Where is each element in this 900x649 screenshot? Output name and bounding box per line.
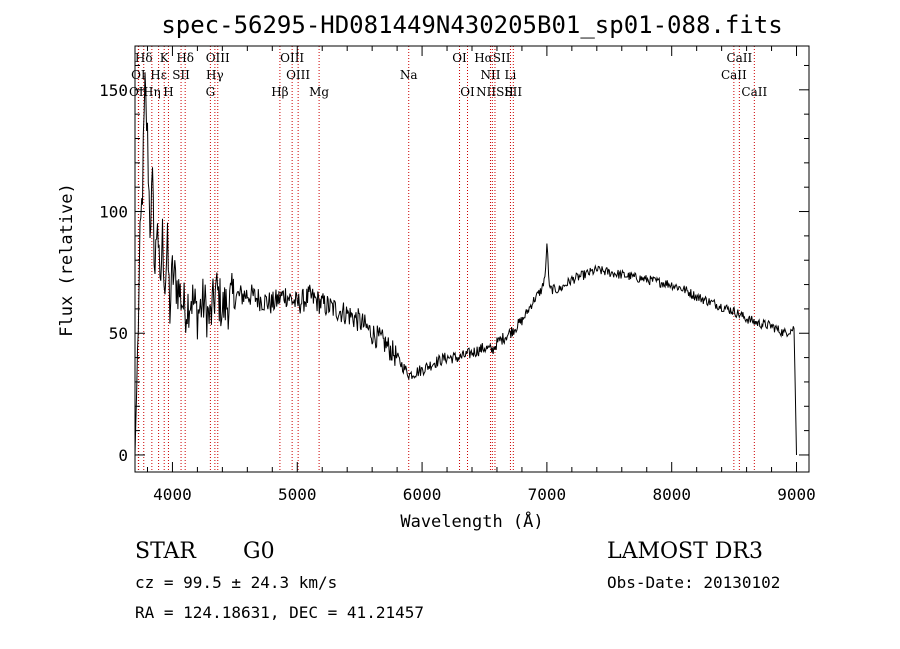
marker-label: Hδ (176, 51, 194, 65)
marker-label: Hβ (271, 85, 288, 99)
marker-label: Hη (143, 85, 161, 99)
y-tick-labels: 0 50 100 150 (99, 81, 128, 465)
y-tick-label: 50 (109, 324, 128, 343)
marker-label: NIISII (476, 85, 514, 99)
marker-label: Mg (309, 85, 329, 99)
axis-ticks (135, 46, 809, 472)
marker-label: G (206, 85, 216, 99)
marker-label: NII (480, 68, 500, 82)
marker-label: K (160, 51, 170, 65)
coordinates: RA = 124.18631, DEC = 41.21457 (135, 603, 424, 622)
chart-title: spec-56295-HD081449N430205B01_sp01-088.f… (161, 11, 782, 39)
x-tick-label: 8000 (652, 485, 691, 504)
marker-label: OIII (280, 51, 304, 65)
marker-label: OI (460, 85, 475, 99)
marker-label: Hδ (135, 51, 153, 65)
object-type: STAR (135, 539, 196, 564)
survey-name: LAMOST DR3 (607, 539, 763, 564)
y-tick-label: 150 (99, 81, 128, 100)
x-tick-label: 7000 (528, 485, 567, 504)
y-tick-label: 0 (118, 446, 128, 465)
x-axis-label: Wavelength (Å) (400, 510, 543, 532)
x-tick-label: 4000 (153, 485, 192, 504)
marker-label: Li (505, 68, 517, 82)
marker-label: OIII (206, 51, 230, 65)
marker-label: Hγ (206, 68, 224, 82)
redshift-text: cz = 99.5 ± 24.3 km/s (135, 573, 338, 592)
marker-label: CaII (741, 85, 767, 99)
marker-label: OIII (286, 68, 310, 82)
obs-date: Obs-Date: 20130102 (607, 573, 781, 592)
marker-label: Hε (150, 68, 167, 82)
y-axis-label: Flux (relative) (57, 183, 77, 337)
marker-label: CaII (721, 68, 747, 82)
spectral-class: G0 (243, 539, 275, 564)
marker-label: SII (504, 85, 522, 99)
x-tick-label: 9000 (777, 485, 816, 504)
marker-label: CaII (726, 51, 752, 65)
marker-label: SII (172, 68, 190, 82)
x-tick-label: 6000 (403, 485, 442, 504)
marker-label: HαSII (474, 51, 511, 65)
marker-label: Na (400, 68, 418, 82)
y-tick-label: 100 (99, 203, 128, 222)
x-tick-label: 5000 (278, 485, 317, 504)
x-tick-labels: 4000 5000 6000 7000 8000 9000 (153, 485, 816, 504)
spectrum-line (134, 72, 797, 456)
marker-label: H (163, 85, 173, 99)
marker-label: OII (129, 85, 149, 99)
marker-label: OI (452, 51, 467, 65)
plot-frame (134, 45, 810, 473)
